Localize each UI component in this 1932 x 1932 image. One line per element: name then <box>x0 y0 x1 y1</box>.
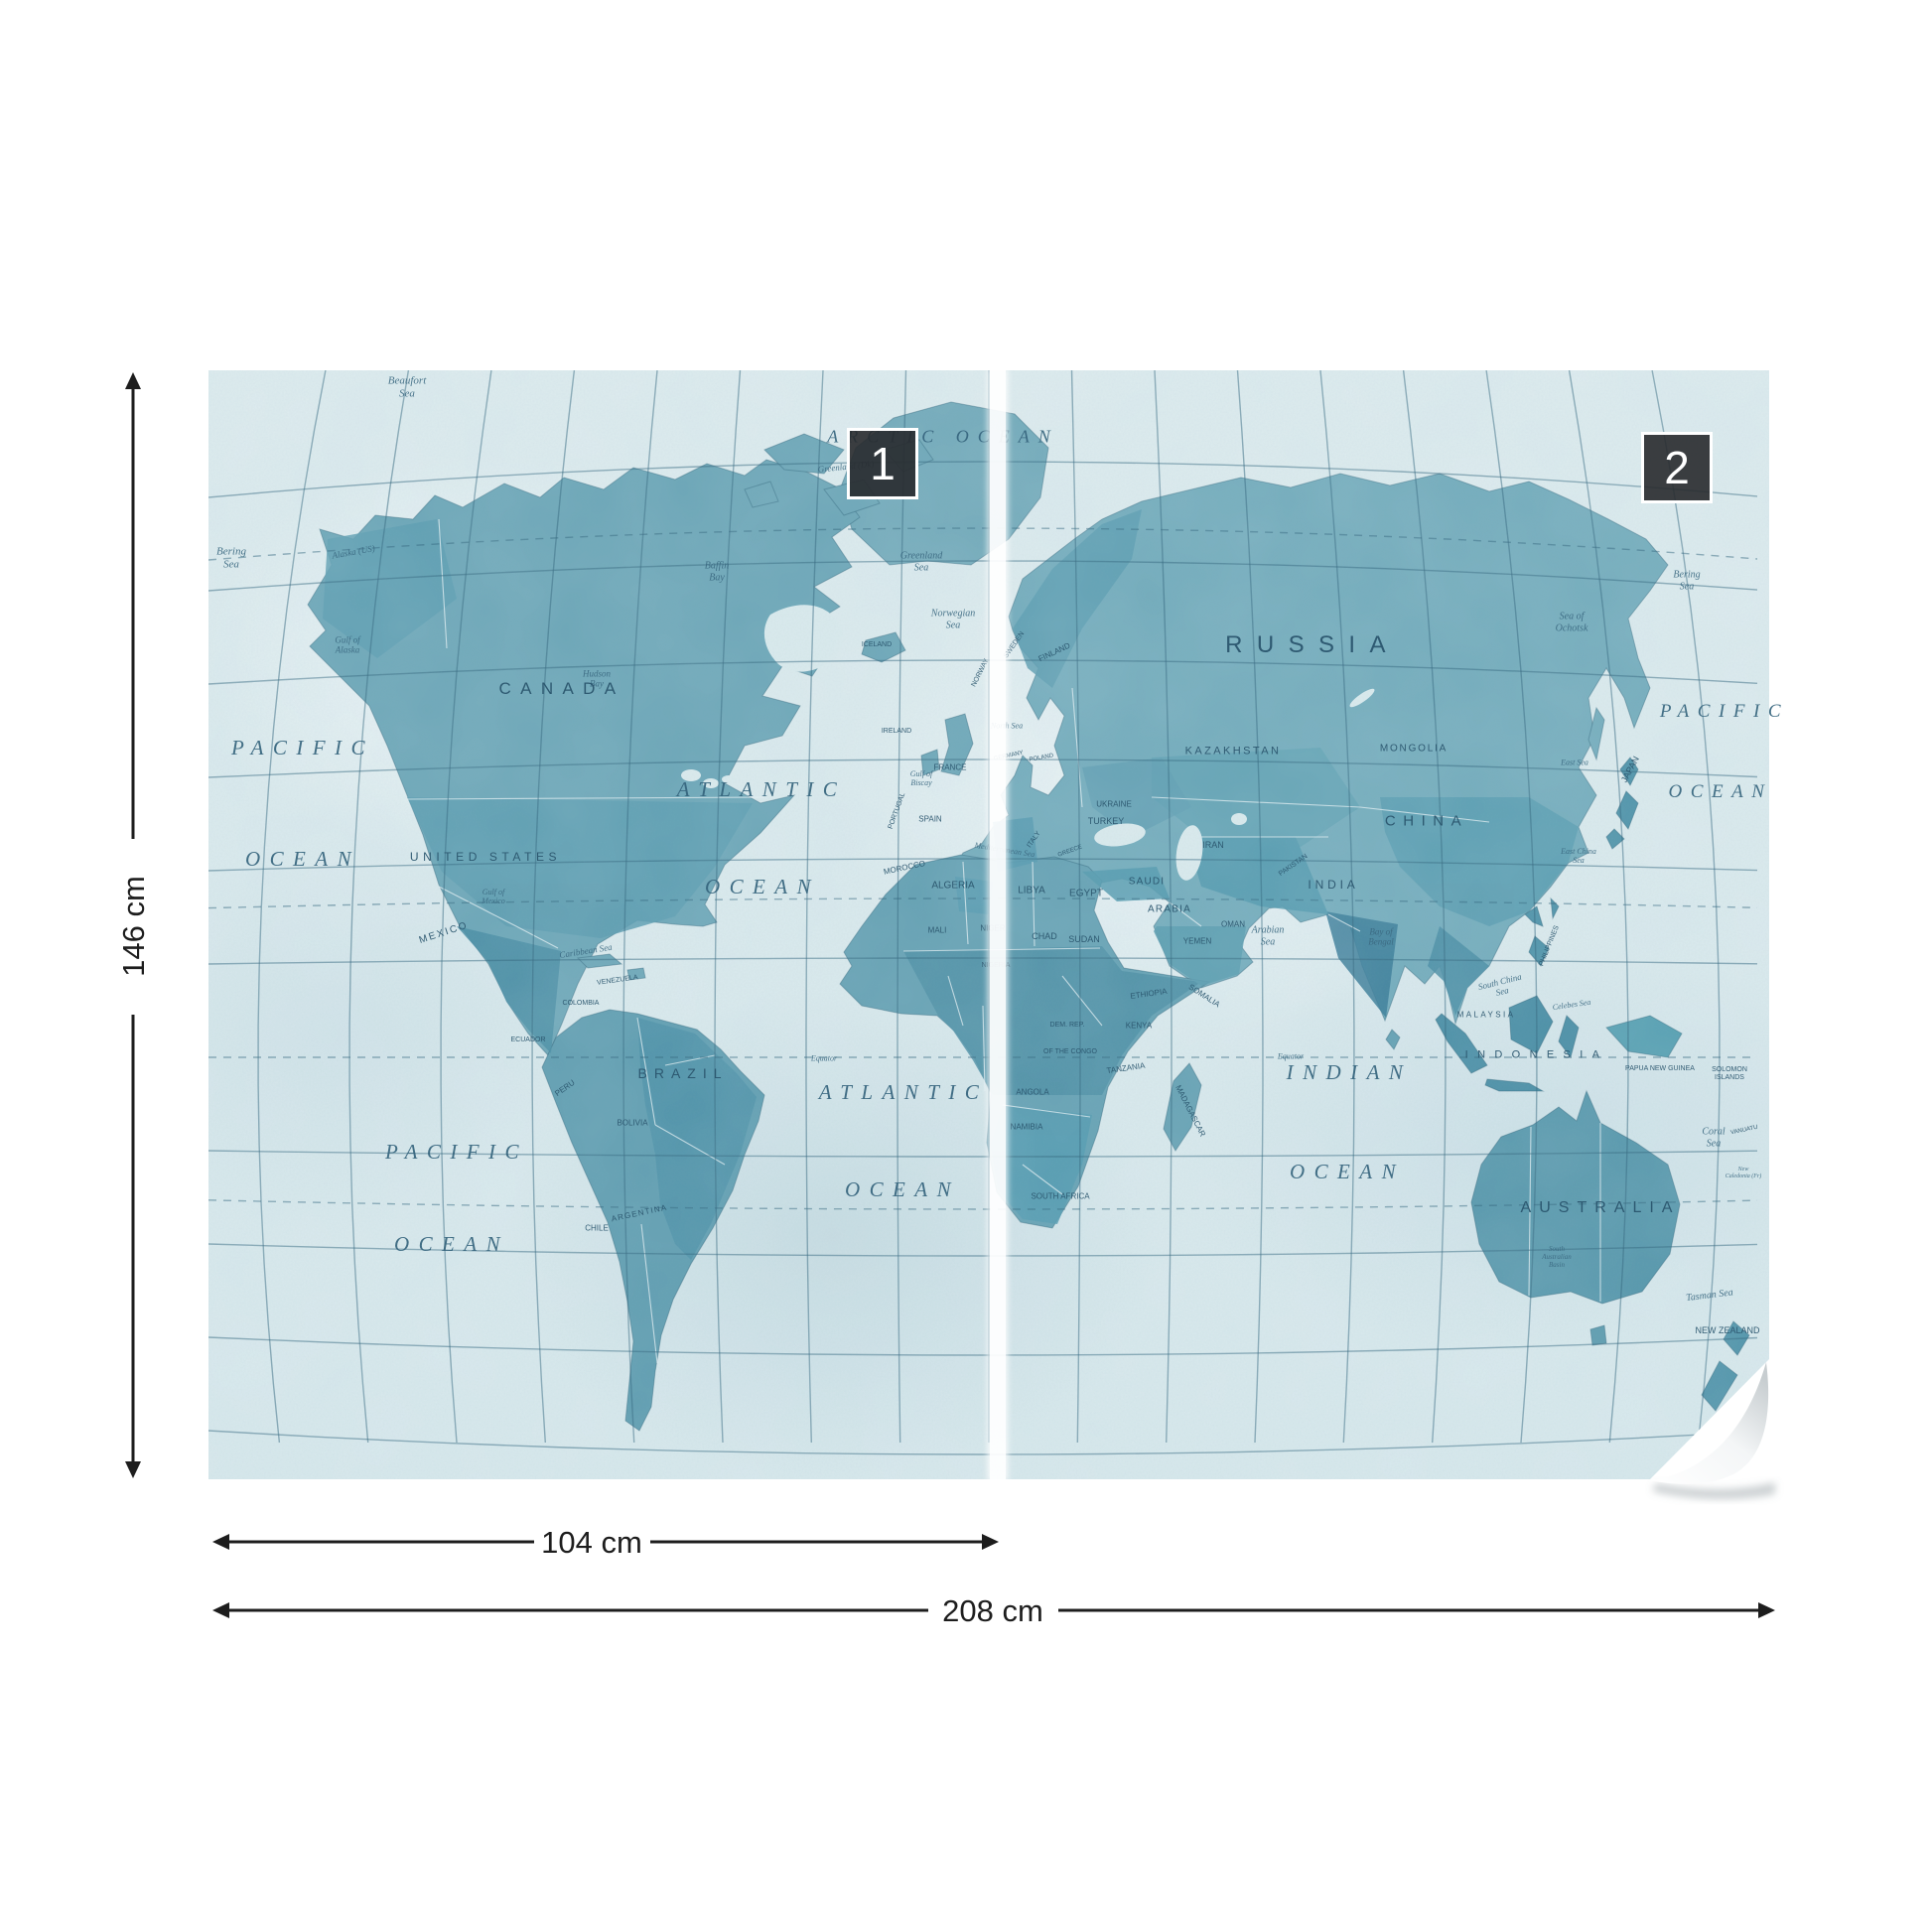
world-map-wallpaper <box>208 370 1769 1479</box>
half-width-dimension-label: 104 cm <box>541 1525 642 1560</box>
page-curl-shadow <box>1652 1482 1775 1500</box>
paper-grain-texture <box>208 370 1769 1479</box>
page-curl-fold <box>1648 1362 1769 1484</box>
panel-divider <box>990 370 1006 1479</box>
world-map-art <box>208 370 1769 1479</box>
panel-2-badge: 2 <box>1641 432 1713 503</box>
panel-1-number: 1 <box>870 438 896 489</box>
panel-1-badge: 1 <box>847 428 918 499</box>
panel-2-number: 2 <box>1664 442 1690 493</box>
full-width-dimension-label: 208 cm <box>942 1593 1043 1628</box>
height-dimension-label: 146 cm <box>116 876 151 977</box>
